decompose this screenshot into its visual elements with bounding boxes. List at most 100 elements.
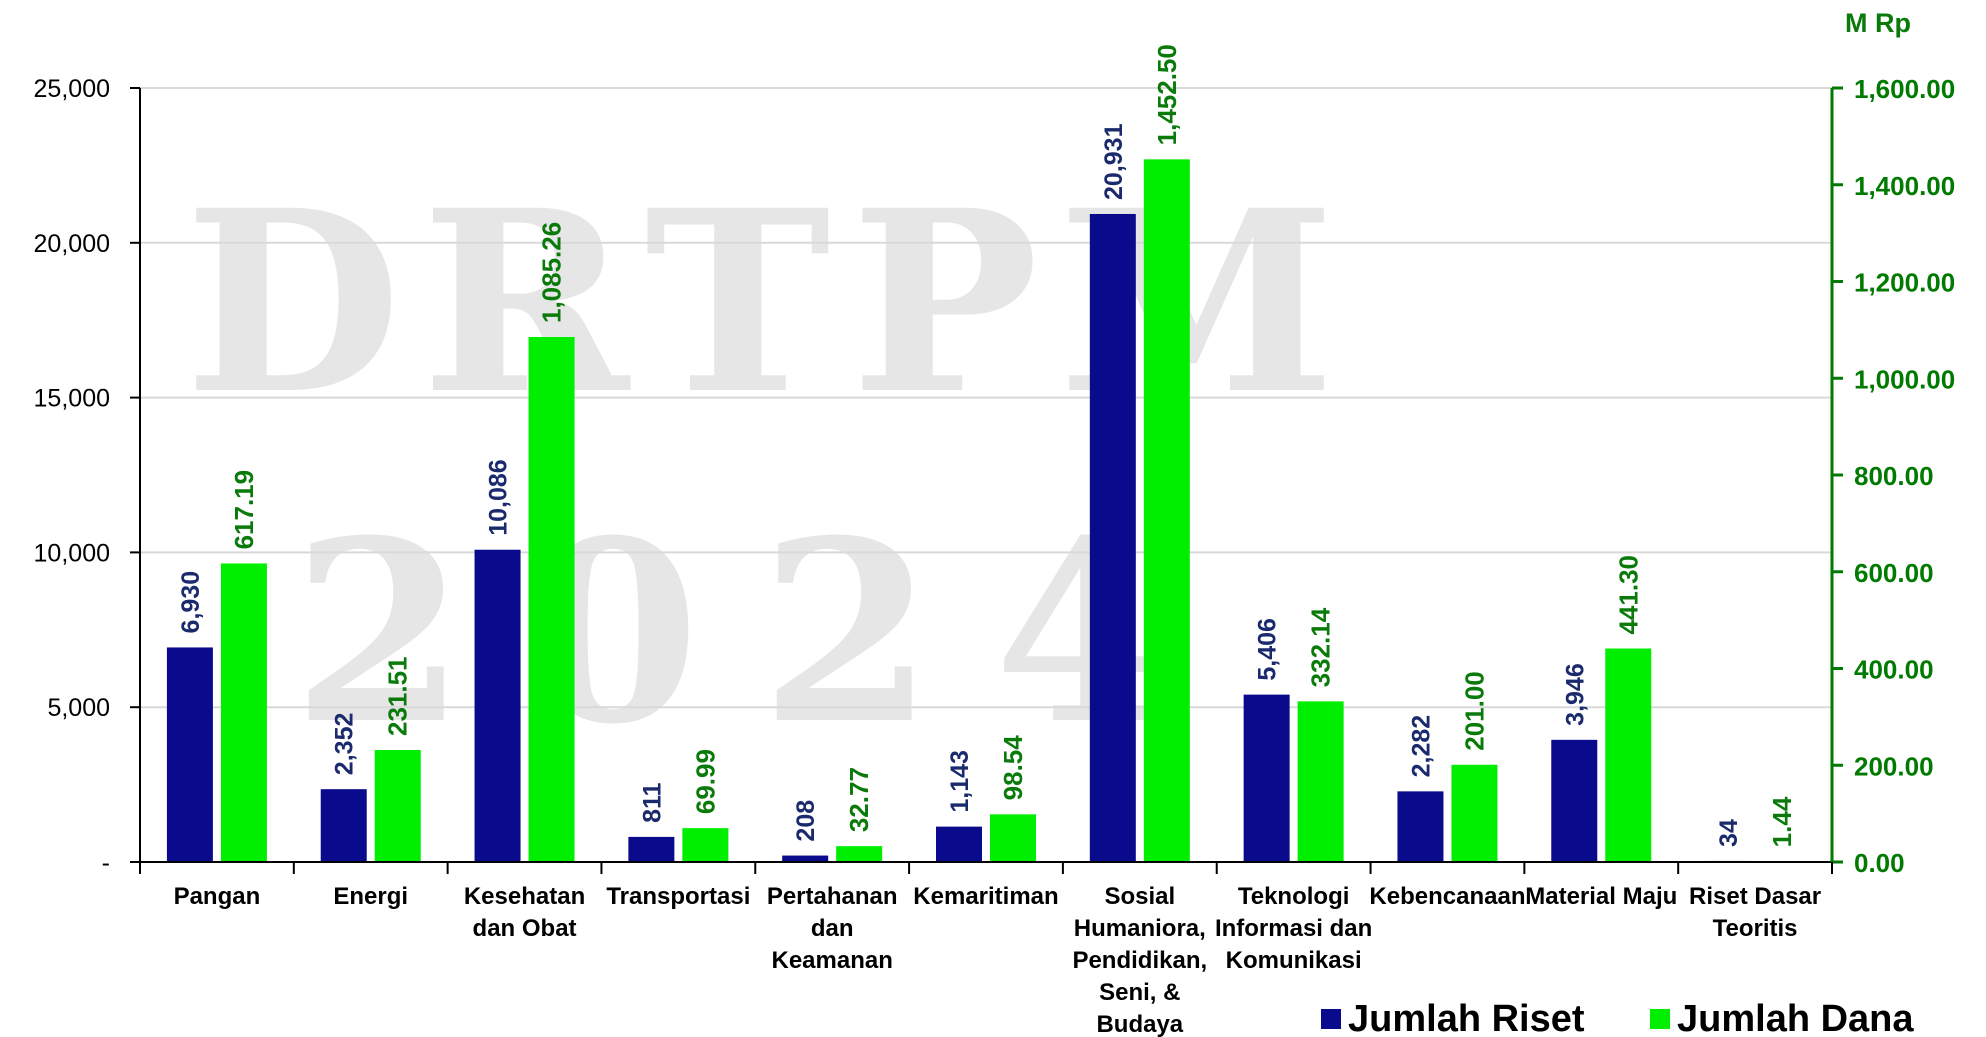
- right-tick-label: 1,200.00: [1854, 268, 1955, 298]
- data-label-jumlah-dana: 231.51: [383, 656, 413, 736]
- category-label-line: Material Maju: [1525, 883, 1677, 910]
- category-label-line: dan: [811, 915, 854, 942]
- bar-jumlah-riset: [166, 647, 213, 862]
- bar-jumlah-dana: [1143, 159, 1190, 862]
- bar-jumlah-riset: [628, 836, 675, 862]
- category-label: Energi: [333, 883, 408, 910]
- data-label-jumlah-riset: 2,282: [1407, 715, 1435, 778]
- bar-jumlah-dana: [990, 814, 1036, 862]
- bar-jumlah-riset: [782, 855, 829, 862]
- right-tick-label: 1,000.00: [1854, 364, 1955, 394]
- bar-jumlah-dana: [682, 828, 729, 862]
- data-label-jumlah-riset: 20,931: [1100, 123, 1128, 200]
- right-tick-label: 1,600.00: [1854, 74, 1955, 104]
- data-label-jumlah-riset: 3,946: [1561, 663, 1589, 726]
- left-tick-label: 10,000: [34, 539, 110, 567]
- right-tick-label: 800.00: [1854, 461, 1934, 491]
- bar-jumlah-dana: [1451, 764, 1498, 862]
- category-label-line: Kesehatan: [464, 883, 585, 910]
- category-label: Teknologi Informasi dan Komunikasi: [1215, 883, 1372, 974]
- left-tick-label: -: [102, 849, 110, 877]
- data-label-jumlah-riset: 1,143: [946, 750, 974, 813]
- watermark-line-1: DRTPM: [185, 155, 1356, 449]
- gridlines: [140, 87, 1832, 709]
- bar-jumlah-riset: [1551, 739, 1598, 862]
- category-label-line: Pendidikan,: [1072, 947, 1207, 974]
- left-tick-label: 25,000: [34, 75, 110, 103]
- category-label: Kebencanaan: [1369, 883, 1525, 910]
- data-labels: 6,930 617.19 2,352 231.51 10,086 1,085.26 811 6…: [177, 44, 1797, 847]
- data-label-jumlah-dana: 69.99: [690, 749, 720, 814]
- bar-jumlah-riset: [474, 549, 521, 862]
- category-label-line: Pangan: [174, 883, 261, 910]
- category-label: Kemaritiman: [913, 883, 1058, 910]
- bar-jumlah-riset: [936, 826, 982, 862]
- right-tick-label: 1,400.00: [1854, 171, 1955, 201]
- category-label-line: Kebencanaan: [1369, 883, 1525, 910]
- bar-jumlah-riset: [320, 789, 367, 862]
- data-label-jumlah-riset: 811: [638, 782, 666, 822]
- category-labels: Pangan Energi Kesehatan dan Obat Transportas…: [174, 883, 1822, 1037]
- bar-jumlah-riset: [1397, 791, 1444, 862]
- category-label-line: Pertahanan: [767, 883, 898, 910]
- category-label-line: dan Obat: [473, 915, 577, 942]
- category-label-line: Kemaritiman: [913, 883, 1058, 910]
- right-tick-label: 600.00: [1854, 558, 1934, 588]
- category-label: Sosial Humaniora, Pendidikan, Seni, & Budaya: [1072, 883, 1207, 1037]
- axes: - 5,000 10,000 15,000 20,000 25,000 0.00 200.00…: [34, 8, 1956, 878]
- legend: Jumlah Riset Jumlah Dana: [1321, 998, 1914, 1037]
- bar-jumlah-dana: [836, 846, 883, 862]
- category-label-line: Transportasi: [606, 883, 750, 910]
- data-label-jumlah-riset: 34: [1715, 819, 1743, 847]
- data-label-jumlah-riset: 208: [792, 800, 820, 842]
- right-tick-label: 0.00: [1854, 848, 1905, 878]
- left-tick-label: 15,000: [34, 385, 110, 413]
- legend-label-jumlah-riset: Jumlah Riset: [1348, 998, 1585, 1037]
- data-label-jumlah-dana: 1,085.26: [537, 222, 567, 323]
- category-label-line: Keamanan: [771, 947, 892, 974]
- category-label-line: Komunikasi: [1226, 947, 1362, 974]
- bar-jumlah-dana: [1605, 648, 1652, 862]
- category-label: Pangan: [174, 883, 261, 910]
- category-label: Kesehatan dan Obat: [464, 883, 585, 942]
- data-label-jumlah-riset: 10,086: [485, 459, 513, 535]
- data-label-jumlah-riset: 2,352: [331, 713, 359, 776]
- right-tick-label: 200.00: [1854, 751, 1934, 781]
- data-label-jumlah-dana: 1,452.50: [1152, 44, 1182, 145]
- right-tick-label: 400.00: [1854, 655, 1934, 685]
- category-label-line: Humaniora,: [1074, 915, 1206, 942]
- legend-label-jumlah-dana: Jumlah Dana: [1677, 998, 1914, 1037]
- category-label: Riset Dasar Teoritis: [1689, 883, 1821, 942]
- data-label-jumlah-dana: 332.14: [1306, 607, 1336, 687]
- category-label: Pertahanan dan Keamanan: [767, 883, 898, 974]
- data-label-jumlah-dana: 201.00: [1459, 671, 1489, 751]
- watermark: DRTPM 2024: [185, 155, 1356, 779]
- data-label-jumlah-riset: 5,406: [1254, 618, 1282, 681]
- legend-swatch-jumlah-dana: [1650, 1009, 1670, 1029]
- right-axis-unit: M Rp: [1845, 8, 1911, 38]
- category-label-line: Teknologi: [1238, 883, 1350, 910]
- data-label-jumlah-dana: 441.30: [1613, 555, 1643, 635]
- legend-swatch-jumlah-riset: [1321, 1009, 1341, 1029]
- category-label-line: Teoritis: [1713, 915, 1798, 942]
- bar-jumlah-dana: [220, 563, 267, 862]
- left-tick-label: 20,000: [34, 230, 110, 258]
- category-label-line: Energi: [333, 883, 408, 910]
- category-label-line: Riset Dasar: [1689, 883, 1821, 910]
- category-label-line: Informasi dan: [1215, 915, 1372, 942]
- category-label: Material Maju: [1525, 883, 1677, 910]
- category-label-line: Budaya: [1096, 1011, 1183, 1037]
- category-label-line: Seni, &: [1099, 979, 1180, 1006]
- left-tick-label: 5,000: [47, 694, 110, 722]
- data-label-jumlah-dana: 1.44: [1767, 796, 1797, 847]
- bars: [166, 159, 1806, 862]
- bar-jumlah-riset: [1243, 694, 1290, 862]
- data-label-jumlah-riset: 6,930: [177, 571, 205, 634]
- data-label-jumlah-dana: 617.19: [229, 470, 259, 550]
- bar-jumlah-dana: [374, 750, 421, 862]
- watermark-line-2: 2024: [292, 485, 1228, 779]
- bar-jumlah-riset: [1089, 213, 1136, 862]
- bar-jumlah-dana: [1297, 701, 1344, 862]
- category-label-line: Sosial: [1104, 883, 1175, 910]
